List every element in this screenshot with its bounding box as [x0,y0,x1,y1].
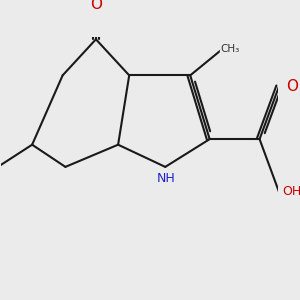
Text: NH: NH [157,172,176,185]
Text: OH: OH [282,185,300,198]
Text: O: O [286,79,298,94]
Text: CH₃: CH₃ [220,44,240,53]
Text: O: O [90,0,102,12]
